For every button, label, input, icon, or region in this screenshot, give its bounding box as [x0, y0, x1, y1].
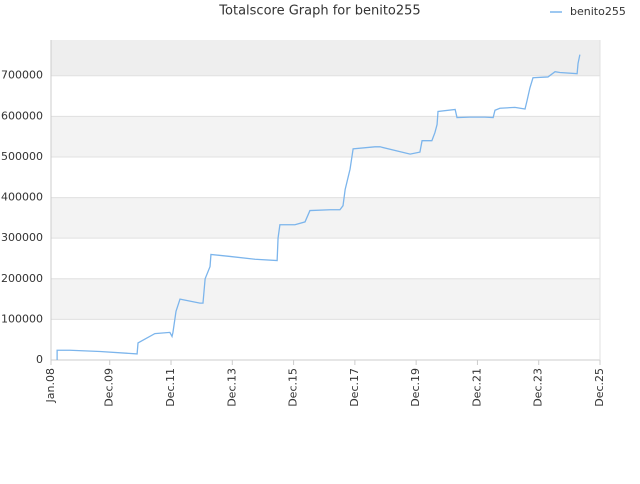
y-tick-label: 600000 [1, 109, 43, 122]
data-line [56, 54, 581, 360]
y-tick-label: 0 [36, 353, 43, 366]
y-tick-label: 100000 [1, 312, 43, 325]
x-tick-label: Dec.13 [225, 368, 238, 407]
y-tick-label: 500000 [1, 150, 43, 163]
grid-band [51, 40, 600, 76]
grid-band [51, 116, 600, 157]
y-tick-label: 400000 [1, 191, 43, 204]
y-tick-label: 300000 [1, 231, 43, 244]
x-tick-label: Dec.15 [287, 368, 300, 407]
x-tick-label: Dec.09 [103, 368, 116, 407]
x-tick-label: Dec.19 [409, 368, 422, 407]
grid-band [51, 278, 600, 320]
legend-label: benito255 [570, 5, 626, 18]
y-tick-label: 700000 [1, 69, 43, 82]
x-tick-label: Jan.08 [44, 368, 57, 403]
x-tick-label: Dec.17 [348, 368, 361, 407]
x-tick-label: Dec.25 [593, 368, 606, 407]
x-tick-label: Dec.21 [470, 368, 483, 407]
grid-band [51, 197, 600, 239]
x-tick-label: Dec.11 [164, 368, 177, 407]
y-tick-label: 200000 [1, 272, 43, 285]
x-tick-label: Dec.23 [532, 368, 545, 407]
chart-title: Totalscore Graph for benito255 [218, 4, 420, 19]
